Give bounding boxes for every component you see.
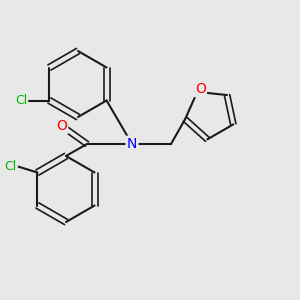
Text: O: O <box>195 82 206 96</box>
Text: O: O <box>56 119 67 133</box>
Text: N: N <box>127 137 137 151</box>
Text: Cl: Cl <box>4 160 16 173</box>
Text: Cl: Cl <box>15 94 27 107</box>
